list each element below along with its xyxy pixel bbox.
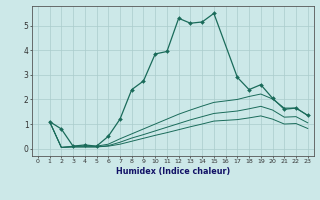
X-axis label: Humidex (Indice chaleur): Humidex (Indice chaleur) — [116, 167, 230, 176]
